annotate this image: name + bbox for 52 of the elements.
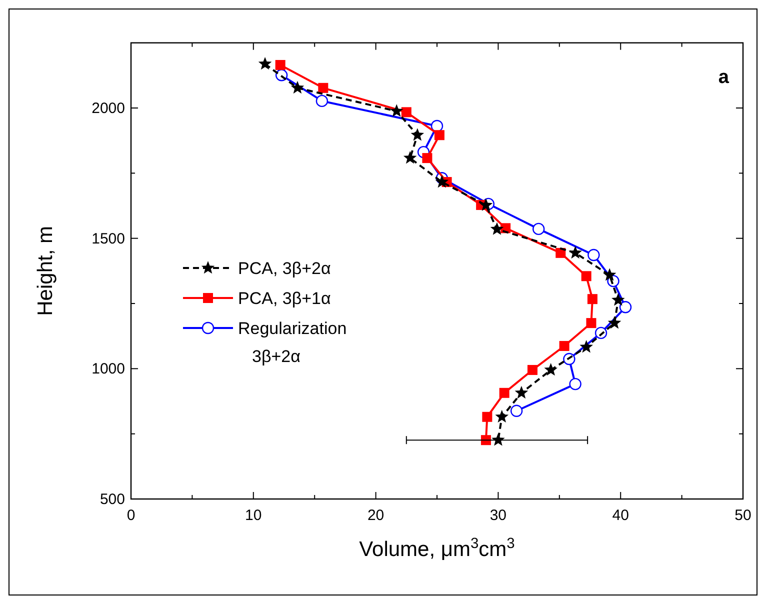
point bbox=[258, 56, 272, 70]
x-tick-label: 10 bbox=[245, 507, 262, 524]
point bbox=[403, 151, 417, 164]
point bbox=[316, 94, 328, 108]
point bbox=[569, 378, 582, 390]
legend-label: PCA, 3β+2α bbox=[238, 259, 332, 278]
x-tick-label: 0 bbox=[126, 507, 136, 524]
point bbox=[581, 271, 592, 282]
y-tick-label: 1500 bbox=[92, 230, 125, 248]
y-tick-label: 1000 bbox=[92, 360, 125, 378]
point bbox=[527, 364, 538, 375]
point bbox=[587, 294, 598, 304]
x-axis-title: Volume, μm$^{3}$cm$^{3}$ bbox=[359, 536, 515, 561]
point bbox=[480, 435, 491, 446]
point bbox=[619, 301, 632, 314]
point bbox=[544, 362, 558, 376]
point bbox=[559, 340, 570, 351]
annotation: a bbox=[718, 66, 730, 88]
point bbox=[514, 386, 528, 399]
point bbox=[510, 404, 523, 417]
point bbox=[586, 318, 596, 328]
point bbox=[492, 433, 505, 446]
point bbox=[611, 293, 625, 306]
point bbox=[479, 198, 493, 211]
point bbox=[499, 388, 510, 398]
point bbox=[275, 60, 286, 70]
x-tick-label: 50 bbox=[734, 507, 752, 524]
point bbox=[482, 412, 492, 422]
point bbox=[608, 316, 622, 329]
point bbox=[290, 80, 304, 94]
point bbox=[568, 246, 582, 259]
point bbox=[410, 128, 424, 141]
point bbox=[580, 340, 593, 353]
legend-label: Regularization 3β+2α bbox=[238, 319, 347, 366]
y-tick-label: 2000 bbox=[92, 100, 125, 117]
y-axis-title: Height, m bbox=[34, 226, 57, 316]
x-tick-label: 20 bbox=[367, 507, 384, 524]
point bbox=[318, 82, 328, 93]
point bbox=[532, 222, 545, 236]
point bbox=[435, 175, 449, 188]
point bbox=[390, 104, 404, 117]
point bbox=[422, 153, 432, 164]
legend-label: PCA, 3β+1α bbox=[238, 289, 332, 308]
point bbox=[490, 222, 504, 235]
x-tick-label: 30 bbox=[490, 507, 507, 524]
point bbox=[434, 130, 444, 140]
y-tick-label: 500 bbox=[100, 491, 125, 508]
point bbox=[602, 268, 616, 281]
point bbox=[495, 410, 509, 423]
point bbox=[588, 248, 600, 262]
point bbox=[401, 107, 412, 118]
x-tick-label: 40 bbox=[612, 507, 629, 524]
